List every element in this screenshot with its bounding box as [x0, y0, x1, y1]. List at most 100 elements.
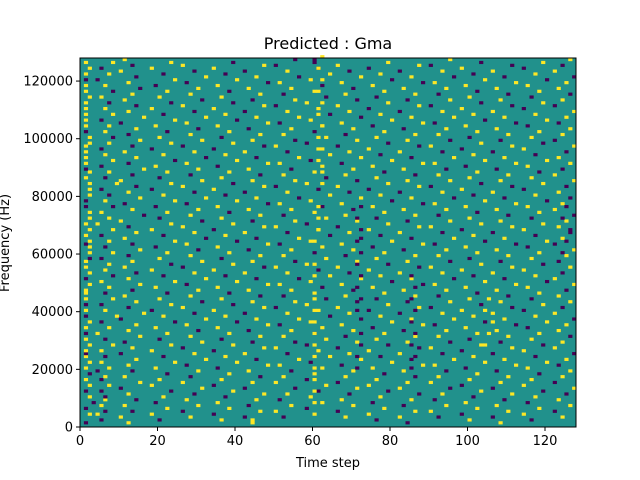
heatmap-cell	[169, 222, 174, 226]
heatmap-cell	[242, 230, 247, 235]
heatmap-cell	[122, 294, 127, 298]
heatmap-cell	[467, 216, 472, 220]
heatmap-cell	[111, 112, 116, 116]
heatmap-cell	[277, 363, 282, 367]
y-tick-label: 100000	[23, 132, 73, 147]
heatmap-cell	[242, 311, 247, 315]
heatmap-cell	[506, 173, 511, 177]
heatmap-cell	[366, 228, 371, 232]
heatmap-cell	[254, 277, 259, 281]
heatmap-cell	[428, 380, 433, 385]
heatmap-cell	[521, 187, 526, 191]
heatmap-cell	[564, 184, 569, 189]
heatmap-cell	[308, 239, 313, 243]
heatmap-cell	[510, 392, 515, 396]
heatmap-cell	[304, 222, 309, 226]
heatmap-cell	[103, 107, 108, 111]
heatmap-cell	[266, 363, 271, 367]
heatmap-cell	[452, 317, 457, 321]
heatmap-cell	[242, 415, 247, 419]
heatmap-cell	[107, 383, 112, 387]
heatmap-cell	[83, 291, 89, 295]
heatmap-cell	[436, 213, 441, 217]
heatmap-cell	[118, 386, 123, 390]
heatmap-cell	[409, 156, 414, 160]
heatmap-cell	[359, 251, 364, 255]
heatmap-cell	[231, 141, 236, 145]
heatmap-cell	[262, 104, 267, 108]
heatmap-cell	[122, 58, 127, 62]
heatmap-cell	[572, 248, 577, 252]
heatmap-cell	[223, 233, 228, 238]
heatmap-cell	[351, 248, 356, 252]
heatmap-cell	[421, 121, 426, 125]
heatmap-cell	[347, 230, 352, 235]
heatmap-cell	[452, 277, 457, 281]
heatmap-cell	[413, 285, 418, 289]
heatmap-cell	[312, 343, 317, 347]
heatmap-cell	[83, 331, 89, 336]
heatmap-cell	[459, 383, 464, 387]
heatmap-cell	[138, 86, 143, 91]
heatmap-cell	[440, 190, 445, 194]
heatmap-cell	[200, 386, 205, 390]
heatmap-cell	[134, 357, 139, 361]
heatmap-cell	[436, 294, 441, 298]
heatmap-cell	[134, 323, 139, 327]
heatmap-cell	[196, 167, 201, 171]
heatmap-cell	[266, 81, 271, 85]
heatmap-cell	[153, 205, 158, 209]
heatmap-cell	[95, 78, 100, 82]
heatmap-cell	[351, 127, 356, 131]
heatmap-cell	[293, 386, 298, 390]
heatmap-cell	[281, 132, 286, 137]
heatmap-cell	[180, 305, 185, 310]
heatmap-cell	[196, 207, 201, 212]
heatmap-cell	[521, 107, 526, 111]
heatmap-cell	[281, 254, 286, 258]
heatmap-cell	[169, 343, 174, 347]
heatmap-cell	[126, 225, 131, 229]
heatmap-cell	[552, 207, 557, 212]
heatmap-cell	[219, 337, 224, 341]
heatmap-cell	[111, 251, 116, 255]
heatmap-cell	[130, 346, 135, 350]
heatmap-cell	[514, 282, 519, 287]
heatmap-cell	[374, 135, 379, 140]
heatmap-cell	[312, 170, 317, 174]
heatmap-cell	[262, 225, 267, 229]
heatmap-cell	[320, 170, 325, 174]
heatmap-cell	[355, 300, 360, 304]
heatmap-cell	[122, 403, 127, 408]
heatmap-cell	[258, 409, 263, 413]
heatmap-cell	[514, 161, 519, 165]
heatmap-cell	[525, 245, 530, 249]
heatmap-cell	[134, 300, 139, 304]
heatmap-cell	[285, 150, 290, 154]
heatmap-cell	[83, 233, 89, 238]
heatmap-cell	[506, 213, 511, 217]
heatmap-cell	[161, 354, 166, 359]
heatmap-cell	[316, 187, 321, 191]
heatmap-cell	[409, 297, 414, 301]
heatmap-cell	[374, 418, 379, 422]
heatmap-cell	[99, 147, 104, 151]
heatmap-cell	[130, 173, 135, 177]
heatmap-cell	[409, 343, 414, 347]
heatmap-cell	[560, 167, 565, 171]
heatmap-cell	[312, 412, 317, 416]
heatmap-cell	[83, 349, 89, 353]
heatmap-cell	[320, 101, 325, 105]
heatmap-cell	[235, 78, 240, 82]
heatmap-cell	[525, 205, 530, 209]
heatmap-cell	[107, 101, 112, 105]
heatmap-cell	[83, 101, 89, 105]
heatmap-cell	[122, 98, 127, 102]
heatmap-cell	[444, 403, 449, 408]
heatmap-cell	[467, 418, 472, 422]
heatmap-cell	[312, 251, 317, 255]
heatmap-cell	[490, 150, 495, 154]
heatmap-cell	[572, 386, 577, 390]
heatmap-cell	[355, 366, 360, 370]
heatmap-cell	[409, 317, 414, 321]
